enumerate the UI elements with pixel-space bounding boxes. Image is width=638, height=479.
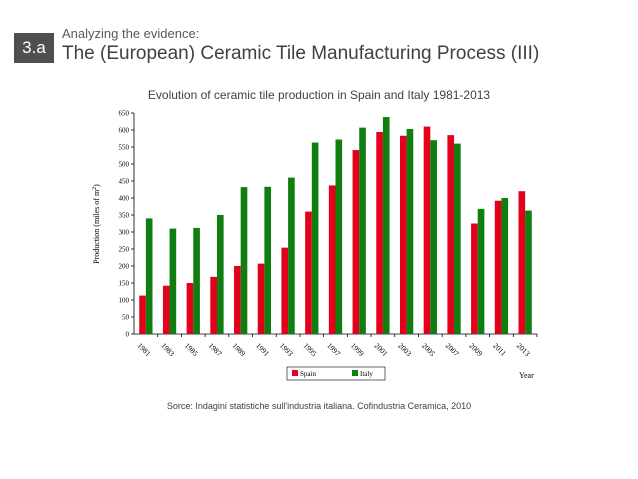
y-tick-label: 450	[119, 178, 130, 186]
x-tick-labels: 1981 1983 1985 1987 1989 1991 1993 1995 1997 1999…	[136, 341, 532, 358]
legend-label-italy: Italy	[360, 370, 373, 378]
x-tick-label: 2007	[444, 341, 461, 358]
bar-italy-2011	[501, 198, 509, 334]
bar-spain-1983	[162, 285, 170, 334]
y-tick-label: 100	[119, 297, 130, 305]
y-tick-label: 550	[119, 144, 130, 152]
bar-spain-2007	[447, 135, 455, 334]
bar-spain-2013	[518, 191, 526, 334]
slide-subtitle: Analyzing the evidence:	[62, 26, 200, 41]
y-tick-label: 400	[119, 195, 130, 203]
bar-spain-1999	[352, 150, 360, 334]
y-tick-label: 150	[119, 280, 130, 288]
bar-italy-1981	[145, 218, 153, 334]
x-tick-label: 1989	[230, 341, 247, 358]
y-tick-label: 350	[119, 212, 130, 220]
section-badge: 3.a	[14, 33, 54, 63]
legend-swatch-italy	[352, 370, 358, 376]
bar-spain-1981	[139, 295, 146, 334]
bar-italy-2007	[454, 143, 461, 334]
bar-spain-1993	[281, 247, 289, 334]
y-tick-label: 600	[119, 127, 130, 135]
bar-italy-1989	[240, 187, 248, 334]
bar-spain-1987	[210, 276, 217, 334]
bar-spain-1991	[257, 263, 265, 334]
y-tick-label: 500	[119, 161, 130, 169]
x-tick-label: 1995	[302, 341, 319, 358]
bar-italy-2009	[477, 208, 485, 334]
x-tick-label: 1993	[278, 341, 295, 358]
y-tick-label: 300	[119, 229, 130, 237]
x-tick-label: 2003	[396, 341, 413, 358]
y-tick-label: 50	[122, 314, 130, 322]
bar-spain-1997	[328, 185, 336, 334]
x-tick-label: 1999	[349, 341, 366, 358]
x-tick-label: 2001	[373, 341, 390, 358]
bar-spain-2001	[376, 132, 383, 334]
bar-italy-1995	[311, 142, 319, 334]
bar-spain-2009	[471, 223, 478, 334]
bar-spain-2011	[494, 200, 502, 334]
bar-spain-1985	[186, 283, 194, 334]
x-tick-label: 1985	[183, 341, 200, 358]
x-tick-label: 1981	[136, 341, 153, 358]
y-tick-label: 0	[126, 331, 130, 339]
y-tick-label: 200	[119, 263, 130, 271]
bar-italy-1985	[193, 227, 200, 334]
bar-italy-2013	[525, 210, 532, 334]
y-axis-label: Production (miles of m2)	[92, 184, 101, 264]
bar-spain-2005	[423, 126, 431, 334]
x-axis-label: Year	[519, 371, 534, 380]
bar-italy-1993	[288, 177, 295, 334]
source-note: Sorce: Indagini statistiche sull'industr…	[166, 401, 472, 411]
x-tick-label: 2009	[467, 341, 484, 358]
bar-spain-1995	[305, 211, 312, 334]
y-tick-label: 650	[119, 110, 130, 118]
y-tick-label: 250	[119, 246, 130, 254]
bar-italy-1991	[264, 186, 272, 334]
bar-italy-1999	[359, 127, 366, 335]
chart-title: Evolution of ceramic tile production in …	[147, 88, 491, 102]
bar-spain-2003	[399, 135, 407, 334]
bar-italy-1987	[216, 215, 224, 334]
x-tick-label: 2005	[420, 341, 437, 358]
x-tick-label: 1983	[159, 341, 176, 358]
x-tick-label: 1987	[207, 341, 224, 358]
x-tick-label: 1991	[254, 341, 271, 358]
chart-bars	[139, 117, 532, 335]
x-tick-label: 1997	[325, 341, 342, 358]
bar-spain-1989	[234, 266, 241, 334]
chart-legend: Spain Italy	[286, 366, 386, 381]
y-tick-labels: 0 50 100 150 200 250 300 350 400 450 500 550 600 650	[119, 110, 130, 339]
legend-label-spain: Spain	[300, 370, 316, 378]
x-tick-label: 2013	[515, 341, 532, 358]
bar-italy-1983	[169, 228, 177, 334]
bar-italy-1997	[335, 139, 343, 334]
bar-italy-2003	[406, 128, 414, 334]
legend-swatch-spain	[292, 370, 298, 376]
slide-title: The (European) Ceramic Tile Manufacturin…	[62, 43, 540, 64]
bar-italy-2001	[382, 117, 390, 334]
legend-box	[286, 366, 386, 381]
x-tick-label: 2011	[491, 341, 508, 358]
bar-italy-2005	[430, 140, 437, 334]
